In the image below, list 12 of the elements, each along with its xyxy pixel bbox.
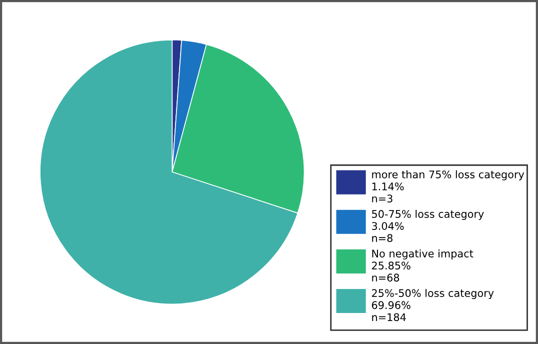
legend-label: 50-75% loss category [372, 210, 484, 220]
text: n=184 [372, 313, 406, 322]
legend-label: more than 75% loss category [372, 170, 524, 180]
text: n=68 [372, 274, 400, 282]
legend-label: No negative impact [372, 249, 474, 260]
data-label: 69.96% [372, 301, 410, 310]
data-label: 25.85% [372, 262, 410, 270]
data-label: 1.14% [372, 182, 404, 190]
text: n=8 [372, 234, 392, 242]
legend-label: 25%-50% loss category [372, 288, 494, 300]
text: n=3 [372, 194, 392, 202]
data-label: 3.04% [372, 222, 404, 230]
